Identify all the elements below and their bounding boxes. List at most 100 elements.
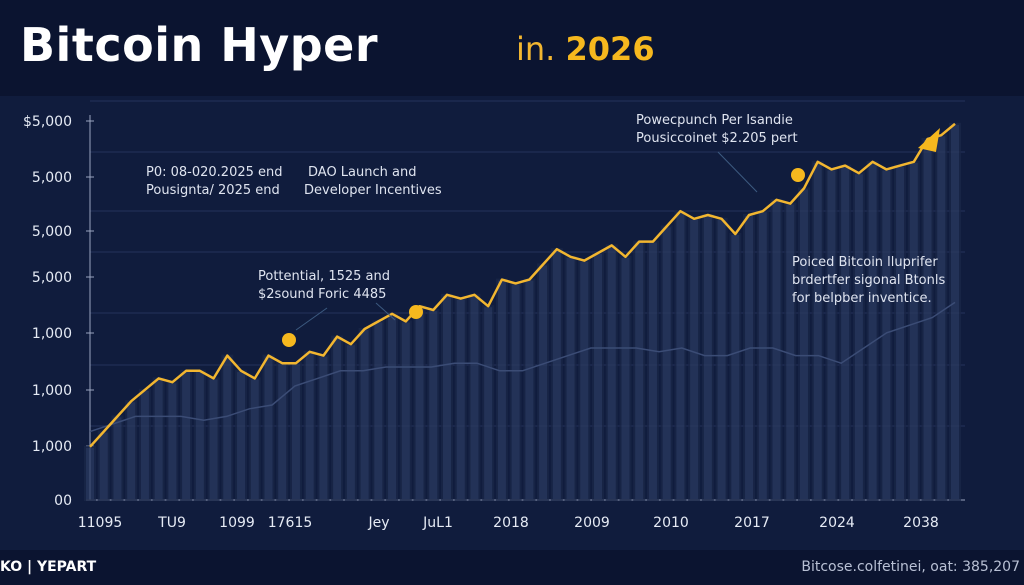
bar	[866, 160, 879, 502]
footer: KO | YEPART Bitcose.colfetinei, oat: 385…	[0, 550, 1024, 585]
bar	[111, 415, 124, 501]
x-tick-label: JuL1	[422, 515, 453, 531]
x-tick-label: TU9	[157, 515, 186, 531]
bar	[372, 320, 385, 501]
bar	[537, 263, 550, 501]
x-tick-label: 2010	[653, 515, 689, 531]
bar	[674, 210, 687, 501]
leader-line	[717, 151, 758, 193]
annotation-4: Powecpunch Per Isandie Pousiccoinet $2.20…	[636, 113, 798, 146]
chart-subtitle: in. 2026	[516, 30, 655, 68]
x-tick-label: 2009	[574, 515, 610, 531]
x-tick-label: 11095	[78, 515, 123, 531]
bar	[660, 225, 673, 501]
price-line	[89, 122, 956, 448]
y-tick-label: 1,000	[32, 439, 72, 455]
bar	[221, 354, 234, 501]
x-tick-label: 1099	[219, 515, 255, 531]
subtitle-year: 2026	[565, 30, 655, 68]
bar	[152, 377, 165, 501]
x-tick-label: 2017	[734, 515, 770, 531]
bar	[715, 217, 728, 502]
bar	[303, 350, 316, 501]
bar	[701, 214, 714, 501]
bar	[235, 369, 248, 501]
milestone-marker	[791, 168, 805, 182]
bar	[811, 160, 824, 502]
bar	[523, 278, 536, 501]
bar	[578, 259, 591, 501]
bar	[344, 343, 357, 502]
bar	[619, 255, 632, 501]
bar	[646, 240, 659, 501]
bar	[509, 282, 522, 501]
arrow-head-icon	[918, 128, 940, 152]
bar	[729, 233, 742, 501]
y-tick-label: 1,000	[32, 383, 72, 399]
bar	[386, 312, 399, 501]
bar	[482, 305, 495, 502]
bar	[784, 202, 797, 501]
bar	[248, 377, 261, 501]
y-tick-label: 5,000	[32, 270, 72, 286]
bar	[633, 240, 646, 501]
x-tick-label: 2024	[819, 515, 855, 531]
bar	[894, 164, 907, 501]
bar	[262, 354, 275, 501]
bar	[852, 172, 865, 501]
x-tick-label: 2018	[493, 515, 529, 531]
bar	[427, 309, 440, 501]
bar	[688, 217, 701, 502]
source-text: Bitcose.colfetinei, oat: 385,207	[801, 559, 1020, 575]
milestone-marker	[282, 333, 296, 347]
bar	[550, 248, 563, 501]
x-tick-label: Jey	[367, 515, 389, 531]
bar	[468, 293, 481, 501]
annotation-2: DAO Launch and Developer Incentives	[304, 165, 442, 198]
bar	[440, 293, 453, 501]
bar	[839, 164, 852, 501]
bar	[907, 160, 920, 502]
bar	[84, 445, 96, 501]
y-tick-label: $5,000	[23, 114, 72, 130]
bar	[331, 335, 344, 501]
bar	[399, 320, 412, 501]
subtitle-prefix: in.	[516, 30, 556, 68]
bar	[756, 210, 769, 501]
bar	[97, 430, 110, 502]
x-tick-label: 17615	[268, 515, 313, 531]
header: Bitcoin Hyper in. 2026	[0, 0, 1024, 96]
chart-title: Bitcoin Hyper	[20, 18, 379, 72]
leader-line	[295, 307, 328, 331]
bar	[605, 244, 618, 501]
bar	[564, 255, 577, 501]
bar	[207, 377, 220, 501]
bar	[276, 362, 289, 502]
secondary-line	[89, 301, 956, 433]
bar	[495, 278, 508, 501]
bar	[358, 328, 371, 501]
bar	[180, 369, 193, 501]
bar	[454, 297, 467, 501]
annotation-1: P0: 08-020.2025 end Pousignta/ 2025 end	[146, 165, 283, 198]
bar	[935, 134, 948, 501]
bar	[166, 381, 179, 502]
bar	[797, 187, 810, 501]
brand-logo: KO | YEPART	[0, 559, 97, 575]
y-tick-label: 00	[54, 493, 72, 509]
milestone-marker	[409, 305, 423, 319]
bar	[138, 388, 151, 501]
bar	[825, 168, 838, 501]
x-tick-label: 2038	[903, 515, 939, 531]
bar	[949, 122, 961, 502]
annotation-3: Pottential, 1525 and $2sound Foric 4485	[258, 269, 390, 302]
y-tick-label: 1,000	[32, 326, 72, 342]
bar	[592, 252, 605, 501]
bar	[743, 214, 756, 501]
bar	[193, 369, 206, 501]
annotation-5: Poiced Bitcoin lluprifer brdertfer sigona…	[792, 255, 946, 306]
y-tick-label: 5,000	[32, 224, 72, 240]
bar	[413, 305, 426, 502]
leader-line	[375, 302, 396, 321]
